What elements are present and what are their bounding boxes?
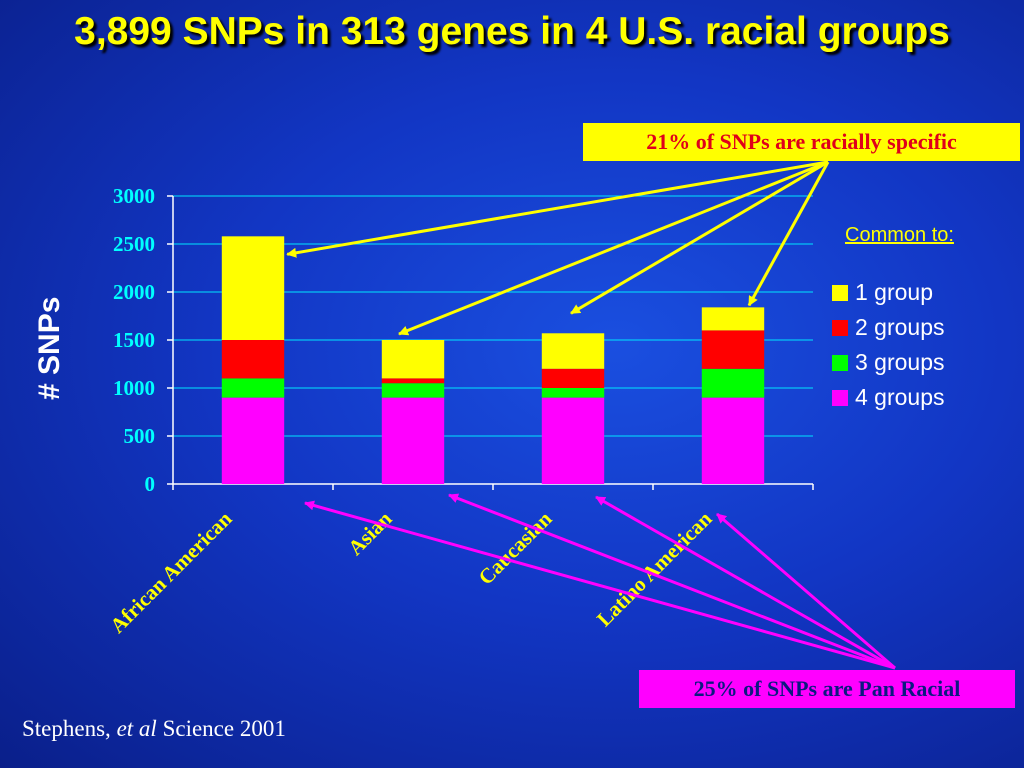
citation-etal: et al bbox=[116, 716, 157, 741]
legend-label: 1 group bbox=[855, 279, 934, 305]
y-tick-label: 2000 bbox=[113, 280, 155, 304]
bar-segment bbox=[381, 397, 445, 484]
arrow-pan-racial bbox=[304, 500, 896, 670]
y-tick-label: 1000 bbox=[113, 376, 155, 400]
y-tick-label: 2500 bbox=[113, 232, 155, 256]
bar-segment bbox=[701, 330, 765, 369]
legend: 1 group 2 groups 3 groups 4 groups bbox=[832, 275, 945, 415]
arrow-pan-racial bbox=[716, 512, 896, 670]
citation-author: Stephens, bbox=[22, 716, 117, 741]
bar-segment bbox=[381, 383, 445, 398]
legend-label: 4 groups bbox=[855, 384, 945, 410]
arrow-pan-racial bbox=[448, 493, 896, 670]
legend-item: 3 groups bbox=[832, 345, 945, 380]
bar-segment bbox=[701, 397, 765, 484]
x-category-label: Asian bbox=[343, 506, 397, 560]
arrow-specific bbox=[286, 160, 829, 258]
bar-segment bbox=[221, 340, 285, 379]
bar-segment bbox=[701, 368, 765, 398]
arrow-pan-racial bbox=[595, 495, 896, 670]
arrow-specific bbox=[570, 160, 829, 315]
y-tick-label: 1500 bbox=[113, 328, 155, 352]
bar-segment bbox=[381, 340, 445, 379]
legend-label: 2 groups bbox=[855, 314, 945, 340]
bar-segment bbox=[541, 333, 605, 369]
x-category-label: African American bbox=[105, 506, 236, 637]
bar-segment bbox=[221, 236, 285, 340]
legend-swatch bbox=[832, 354, 848, 371]
bar-segment bbox=[381, 378, 445, 384]
callout-racially-specific: 21% of SNPs are racially specific bbox=[583, 123, 1020, 161]
bar-segment bbox=[701, 307, 765, 331]
citation-rest: Science 2001 bbox=[156, 716, 286, 741]
slide-title: 3,899 SNPs in 313 genes in 4 U.S. racial… bbox=[74, 10, 950, 53]
arrow-specific bbox=[398, 160, 829, 336]
legend-title: Common to: bbox=[845, 224, 954, 246]
legend-item: 4 groups bbox=[832, 380, 945, 415]
bar-segment bbox=[221, 397, 285, 484]
bar-segment bbox=[221, 378, 285, 398]
legend-swatch bbox=[832, 389, 848, 406]
arrow-specific bbox=[747, 161, 830, 307]
x-category-label: Caucasian bbox=[474, 506, 557, 589]
legend-label: 3 groups bbox=[855, 349, 945, 375]
legend-item: 1 group bbox=[832, 275, 945, 310]
y-tick-label: 0 bbox=[145, 472, 156, 496]
bar-segment bbox=[541, 397, 605, 484]
y-tick-label: 500 bbox=[124, 424, 156, 448]
callout-pan-racial: 25% of SNPs are Pan Racial bbox=[639, 670, 1015, 708]
legend-swatch bbox=[832, 284, 848, 301]
legend-item: 2 groups bbox=[832, 310, 945, 345]
bar-segment bbox=[541, 368, 605, 388]
y-tick-label: 3000 bbox=[113, 184, 155, 208]
bar-segment bbox=[541, 388, 605, 398]
legend-swatch bbox=[832, 319, 848, 336]
citation: Stephens, et al Science 2001 bbox=[22, 716, 286, 742]
